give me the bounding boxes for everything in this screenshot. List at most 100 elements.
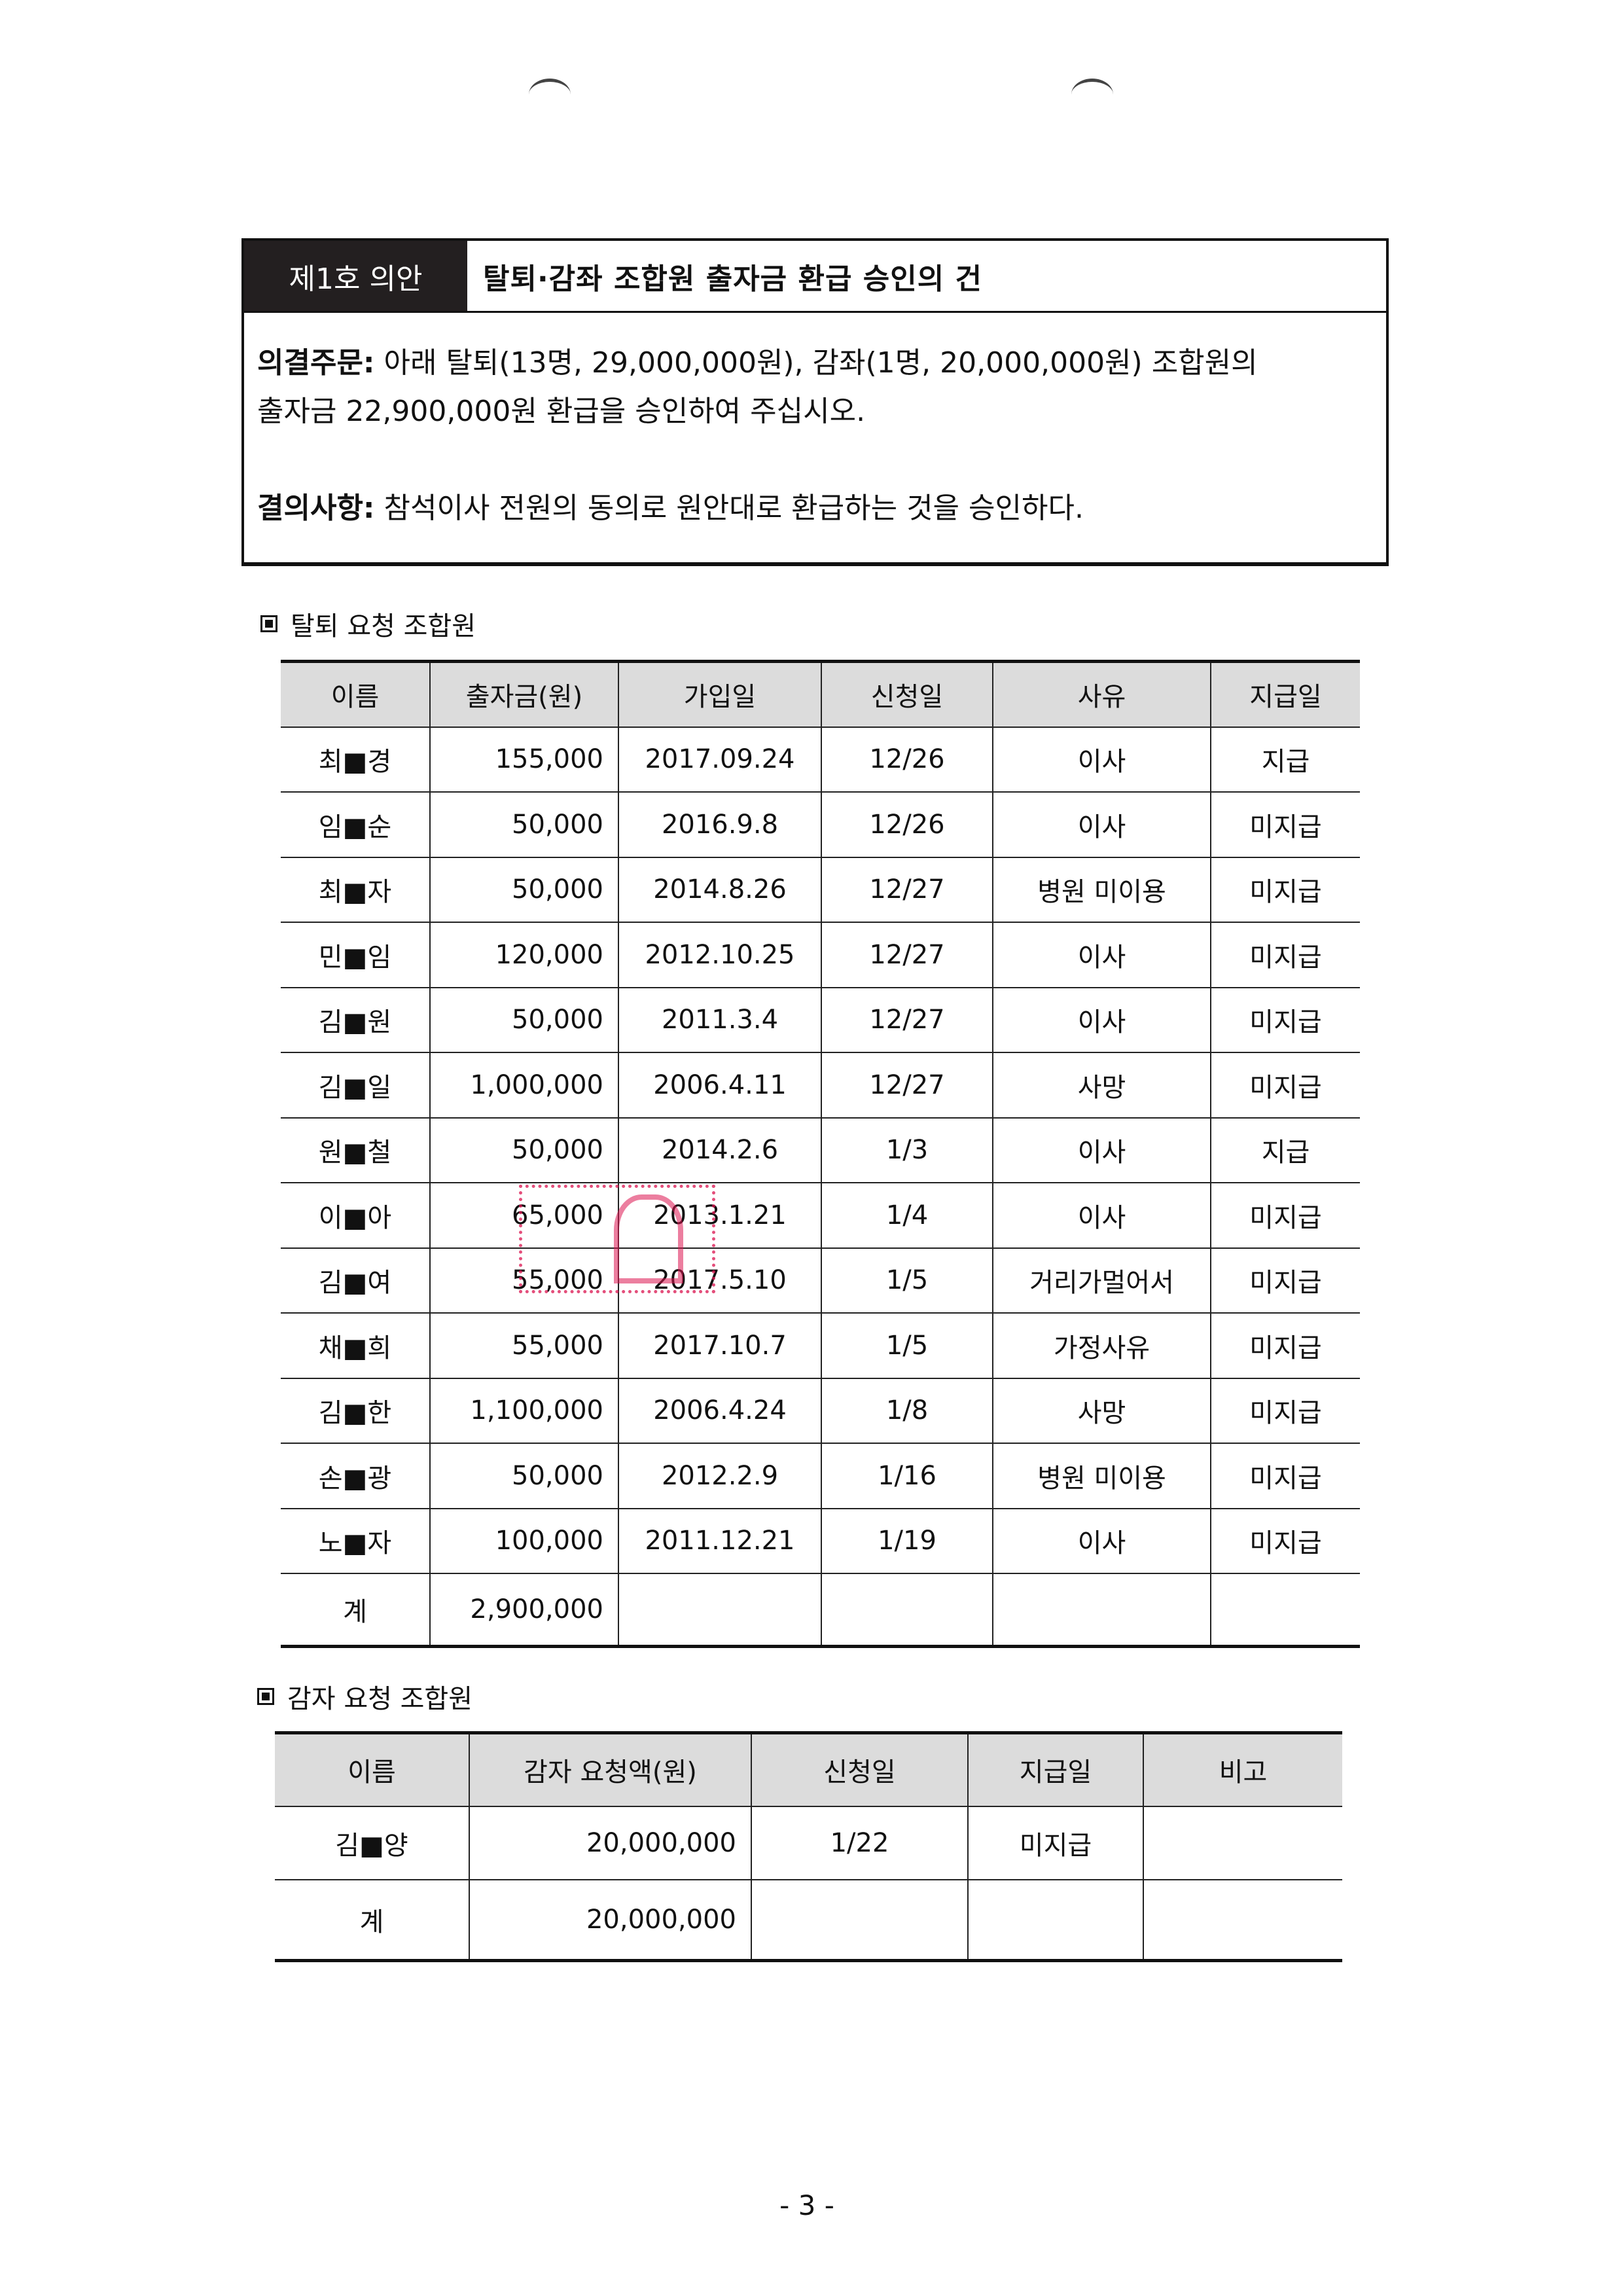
page-number: - 3 - <box>779 2189 834 2221</box>
reduction-section-heading: 감자 요청 조합원 <box>257 1677 473 1715</box>
table-cell <box>1143 1878 1342 1962</box>
column-header: 감자 요청액(원) <box>469 1731 752 1807</box>
table-cell: 2014.2.6 <box>618 1117 822 1183</box>
table-cell: 50,000 <box>429 856 619 923</box>
table-cell <box>618 1573 822 1648</box>
table-cell: 1,000,000 <box>429 1052 619 1119</box>
resolution-line-1: 의결주문: 아래 탈퇴(13명, 29,000,000원), 감좌(1명, 20… <box>257 339 1373 387</box>
reduction-section-title: 감자 요청 조합원 <box>287 1684 473 1714</box>
resolution-label: 의결주문: <box>257 346 375 380</box>
table-cell: 가정사유 <box>992 1312 1211 1379</box>
table-cell: 김■양 <box>275 1805 470 1880</box>
withdrawal-table: 이름 출자금(원) 가입일 신청일 사유 지급일 최■경 155,000 2017.09.24… <box>281 660 1360 1648</box>
table-cell: 임■순 <box>281 791 431 858</box>
table-cell <box>821 1573 993 1648</box>
table-cell: 1/3 <box>821 1117 993 1183</box>
table-cell: 2011.3.4 <box>618 986 822 1053</box>
total-value: 20,000,000 <box>469 1878 752 1962</box>
table-cell: 50,000 <box>429 986 619 1053</box>
table-row: 임■순 50,000 2016.9.8 12/26 이사 미지급 <box>281 791 1360 858</box>
agenda-box: 제1호 의안 탈퇴·감좌 조합원 출자금 환급 승인의 건 의결주문: 아래 탈… <box>241 238 1389 566</box>
table-cell: 지급 <box>1210 1117 1360 1183</box>
table-row: 김■여 55,000 2017.5.10 1/5 거리가멀어서 미지급 <box>281 1247 1360 1314</box>
table-cell: 50,000 <box>429 791 619 858</box>
table-cell: 민■임 <box>281 922 431 988</box>
table-cell: 지급 <box>1210 726 1360 793</box>
table-cell: 100,000 <box>429 1507 619 1574</box>
table-row: 김■양 20,000,000 1/22 미지급 <box>275 1805 1342 1880</box>
table-cell: 2012.10.25 <box>618 922 822 988</box>
table-cell <box>992 1573 1211 1648</box>
table-row: 김■원 50,000 2011.3.4 12/27 이사 미지급 <box>281 986 1360 1053</box>
table-row: 김■한 1,100,000 2006.4.24 1/8 사망 미지급 <box>281 1377 1360 1444</box>
table-cell: 최■경 <box>281 726 431 793</box>
table-cell: 20,000,000 <box>469 1805 752 1880</box>
agenda-title: 탈퇴·감좌 조합원 출자금 환급 승인의 건 <box>483 262 982 296</box>
table-cell: 미지급 <box>1210 922 1360 988</box>
table-row: 최■자 50,000 2014.8.26 12/27 병원 미이용 미지급 <box>281 856 1360 923</box>
table-row: 최■경 155,000 2017.09.24 12/26 이사 지급 <box>281 726 1360 793</box>
table-cell: 손■광 <box>281 1443 431 1509</box>
table-cell: 김■여 <box>281 1247 431 1314</box>
square-bullet-icon <box>257 1688 274 1705</box>
table-cell: 2014.8.26 <box>618 856 822 923</box>
table-cell: 원■철 <box>281 1117 431 1183</box>
table-row: 민■임 120,000 2012.10.25 12/27 이사 미지급 <box>281 922 1360 988</box>
table-cell: 사망 <box>992 1377 1211 1444</box>
table-cell: 50,000 <box>429 1117 619 1183</box>
resolution-line-2: 출자금 22,900,000원 환급을 승인하여 주십시오. <box>257 395 866 428</box>
table-cell: 미지급 <box>1210 1312 1360 1379</box>
table-cell: 55,000 <box>429 1312 619 1379</box>
table-cell <box>1143 1805 1342 1880</box>
table-cell: 미지급 <box>1210 1507 1360 1574</box>
reduction-table: 이름 감자 요청액(원) 신청일 지급일 비고 김■양 20,000,000 1/22 미지급… <box>275 1731 1342 1962</box>
table-cell: 1/8 <box>821 1377 993 1444</box>
table-cell: 이사 <box>992 1117 1211 1183</box>
column-header: 이름 <box>275 1731 470 1807</box>
table-cell: 2013.1.21 <box>618 1182 822 1249</box>
table-cell: 1/5 <box>821 1312 993 1379</box>
table-cell: 미지급 <box>1210 1182 1360 1249</box>
column-header: 신청일 <box>821 660 993 728</box>
table-cell <box>1210 1573 1360 1648</box>
table-cell: 120,000 <box>429 922 619 988</box>
table-cell: 이사 <box>992 726 1211 793</box>
agenda-header: 제1호 의안 탈퇴·감좌 조합원 출자금 환급 승인의 건 <box>244 241 1386 313</box>
total-row: 계 20,000,000 <box>275 1878 1342 1962</box>
column-header: 비고 <box>1143 1731 1342 1807</box>
column-header: 지급일 <box>1210 660 1360 728</box>
table-row: 원■철 50,000 2014.2.6 1/3 이사 지급 <box>281 1117 1360 1183</box>
table-cell: 미지급 <box>1210 1377 1360 1444</box>
withdrawal-section-heading: 탈퇴 요청 조합원 <box>260 605 476 643</box>
table-cell: 미지급 <box>1210 791 1360 858</box>
table-cell: 155,000 <box>429 726 619 793</box>
table-cell: 55,000 <box>429 1247 619 1314</box>
table-cell: 노■자 <box>281 1507 431 1574</box>
resolution-text: 아래 탈퇴(13명, 29,000,000원), 감좌(1명, 20,000,0… <box>374 346 1258 380</box>
table-cell: 이사 <box>992 1182 1211 1249</box>
table-cell: 65,000 <box>429 1182 619 1249</box>
table-cell: 1/4 <box>821 1182 993 1249</box>
table-cell: 2017.10.7 <box>618 1312 822 1379</box>
table-cell: 12/27 <box>821 856 993 923</box>
table-cell: 이사 <box>992 922 1211 988</box>
column-header: 가입일 <box>618 660 822 728</box>
table-cell: 12/26 <box>821 791 993 858</box>
table-cell: 미지급 <box>1210 986 1360 1053</box>
total-value: 2,900,000 <box>429 1573 619 1648</box>
decision-label: 결의사항: <box>257 492 375 525</box>
table-cell: 12/27 <box>821 922 993 988</box>
punch-hole <box>1071 79 1113 111</box>
table-cell <box>751 1878 969 1962</box>
table-cell: 미지급 <box>967 1805 1144 1880</box>
table-cell: 1/16 <box>821 1443 993 1509</box>
table-cell: 이사 <box>992 986 1211 1053</box>
table-cell: 이■아 <box>281 1182 431 1249</box>
table-cell: 2011.12.21 <box>618 1507 822 1574</box>
table-cell: 12/27 <box>821 986 993 1053</box>
table-cell: 이사 <box>992 1507 1211 1574</box>
table-cell: 미지급 <box>1210 1247 1360 1314</box>
table-cell: 김■한 <box>281 1377 431 1444</box>
column-header: 출자금(원) <box>429 660 619 728</box>
decision-line: 결의사항: 참석이사 전원의 동의로 원안대로 환급하는 것을 승인하다. <box>257 484 1373 533</box>
